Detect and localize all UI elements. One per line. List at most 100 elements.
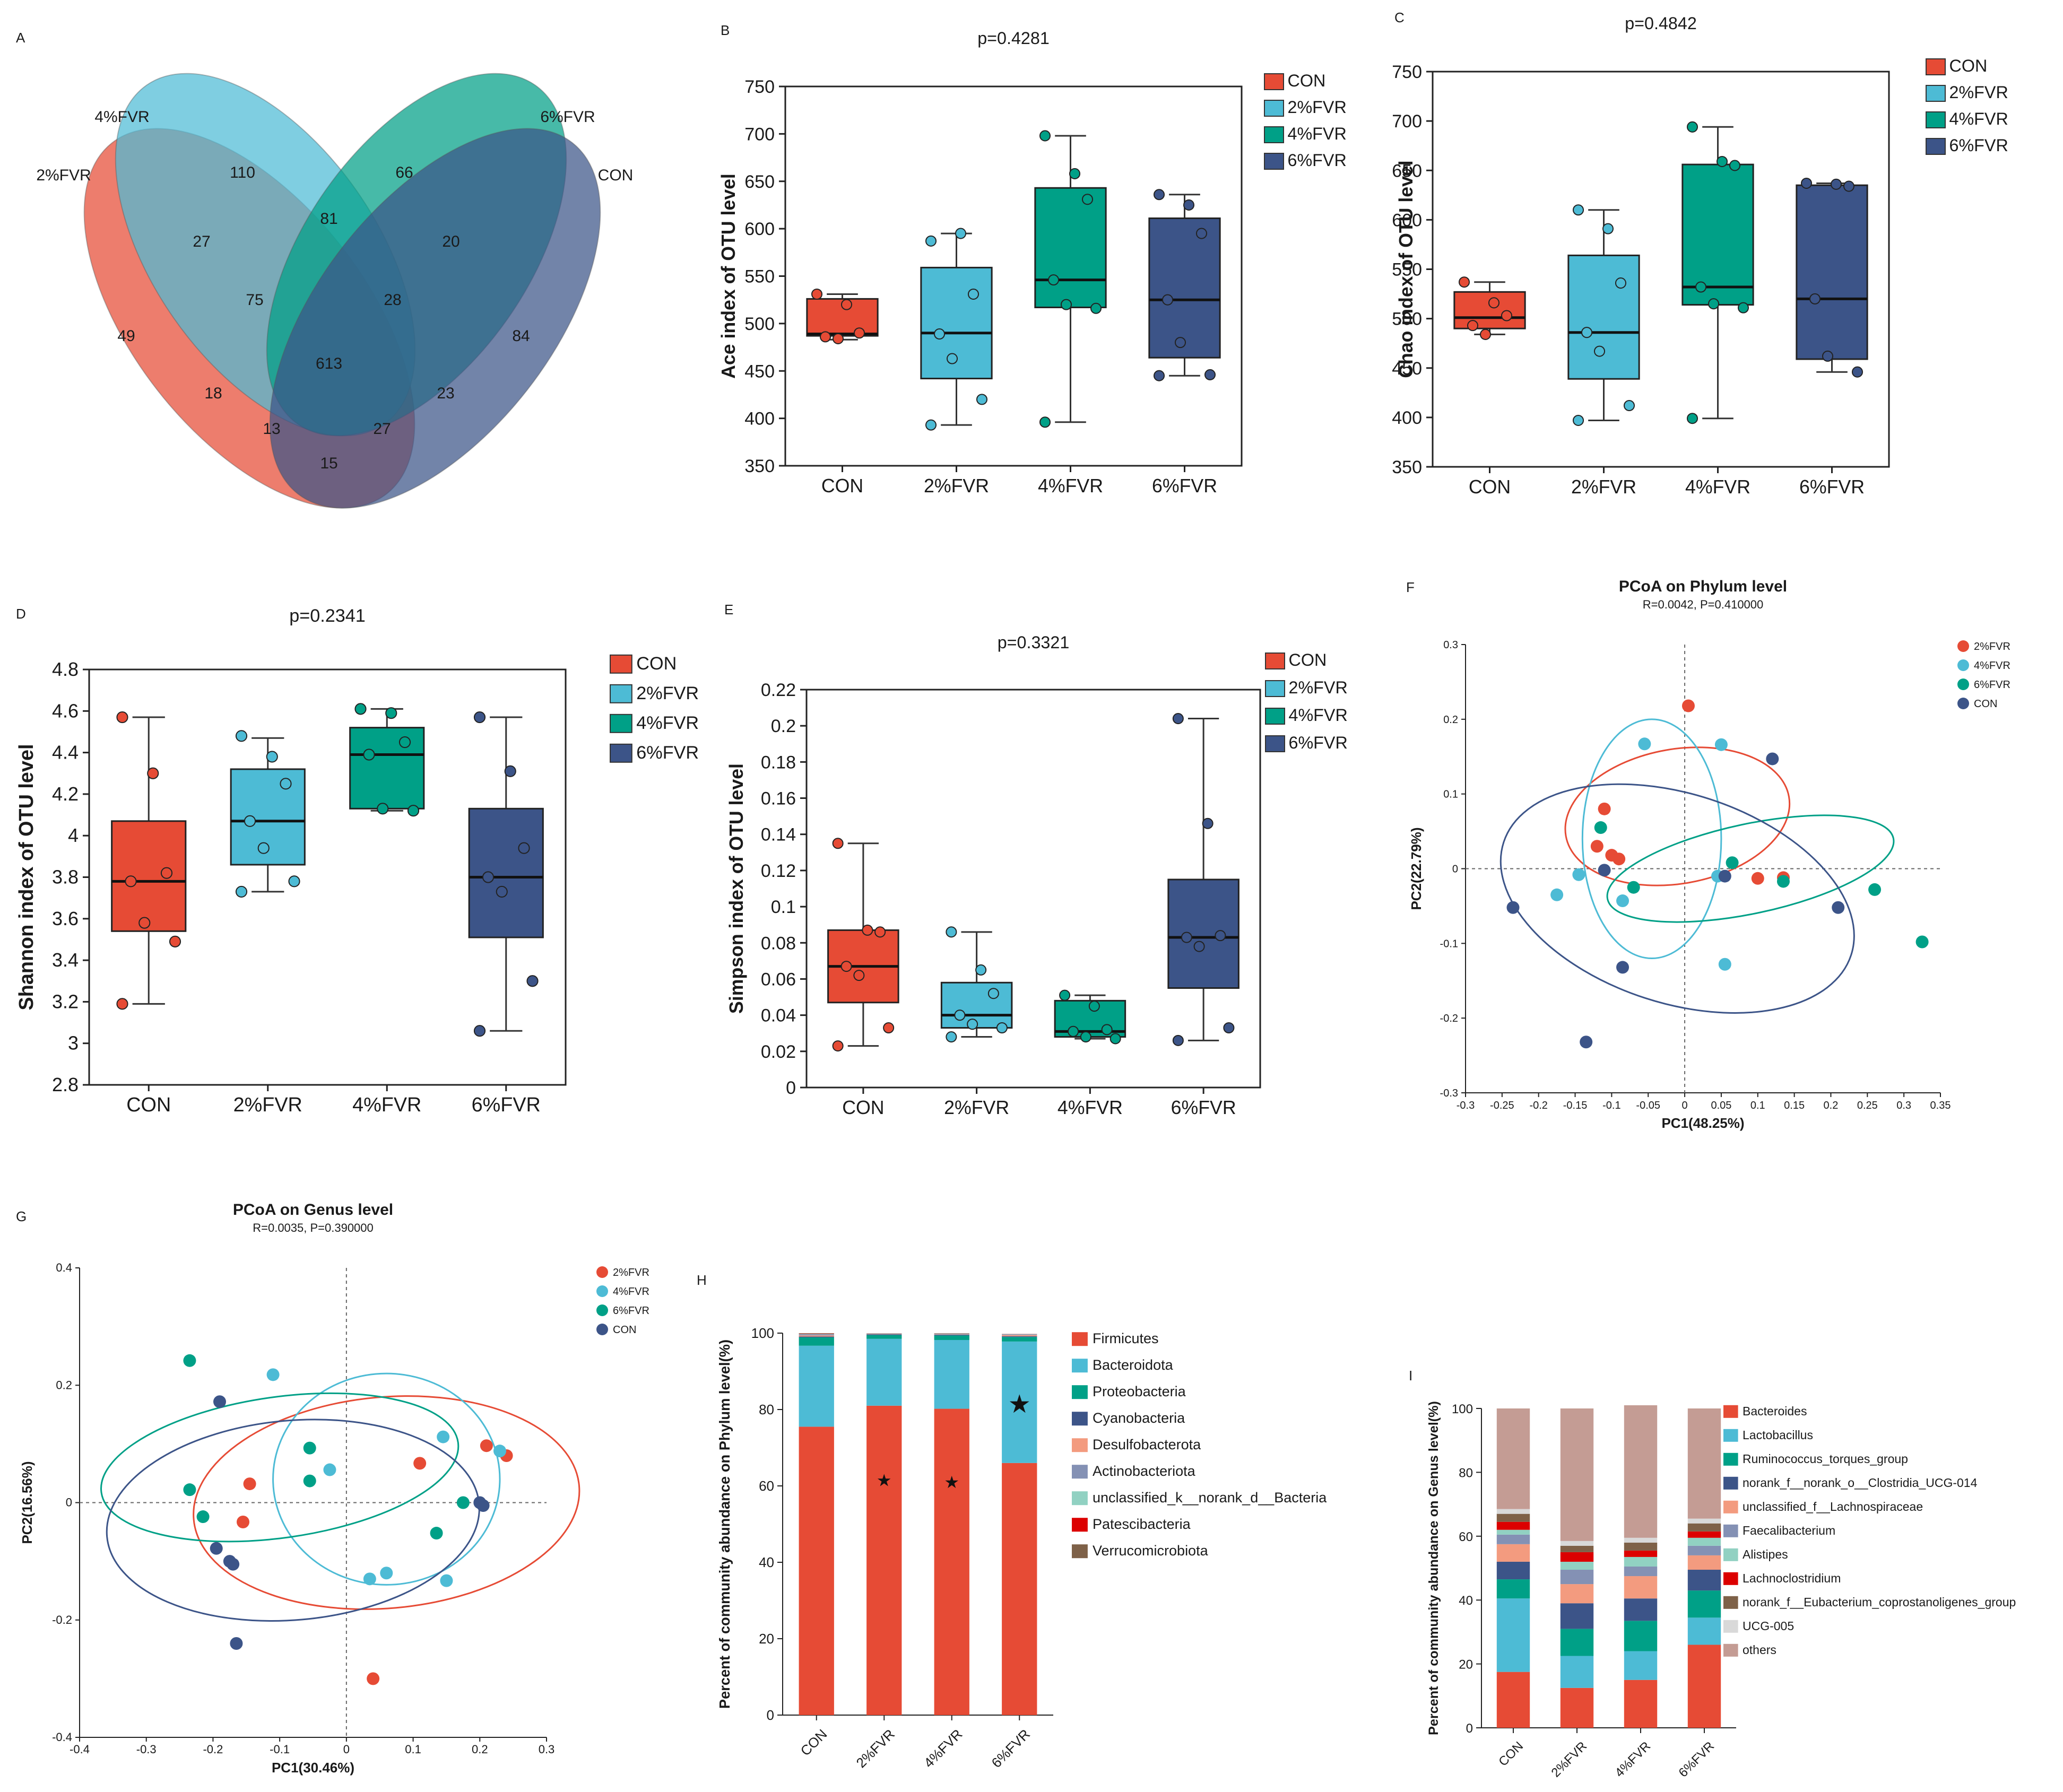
chart-title: p=0.3321: [998, 633, 1070, 652]
legend-label: Alistipes: [1743, 1547, 1788, 1561]
data-point: [1613, 852, 1626, 866]
data-point: [440, 1574, 453, 1587]
y-tick-label: 0.12: [761, 861, 796, 881]
data-point: [1686, 121, 1698, 133]
pcoa-g: -0.4 -0.3 -0.2 -0.1 0 0.1 0.2 0.3 -0.4 -0.2 0 0.2 0.…: [19, 1201, 649, 1776]
significance-star: ★: [944, 1473, 959, 1492]
panel-letter-f: F: [1406, 579, 1415, 595]
y-tick-label: 0.2: [1443, 714, 1458, 726]
y-tick-label: 100: [751, 1325, 774, 1341]
x-tick-label: 6%FVR: [1152, 475, 1217, 497]
legend-marker: [1957, 659, 1969, 671]
data-point: [266, 1368, 280, 1381]
legend-label: Bacteroides: [1743, 1404, 1807, 1418]
box: [1167, 878, 1239, 989]
data-point: [1593, 345, 1606, 357]
y-tick-label: 4.2: [52, 783, 79, 805]
data-point: [954, 1010, 966, 1021]
panel-letter-g: G: [16, 1208, 27, 1224]
legend-label: Ruminococcus_torques_group: [1743, 1452, 1908, 1466]
chart-title: p=0.2341: [289, 606, 366, 626]
bar-segment: [1496, 1672, 1530, 1728]
data-point: [1080, 1031, 1091, 1043]
legend-label: 6%FVR: [1974, 679, 2010, 691]
bar-segment: [799, 1333, 834, 1334]
bar-segment: [1560, 1629, 1594, 1656]
legend-swatch: [1723, 1524, 1738, 1537]
legend-swatch: [1072, 1332, 1088, 1346]
data-point: [1488, 297, 1500, 309]
y-tick-label: 0: [767, 1707, 774, 1723]
x-tick-label: 0.25: [1857, 1100, 1878, 1111]
data-point: [430, 1527, 443, 1540]
legend-label: CON: [1288, 71, 1326, 90]
data-point: [437, 1430, 450, 1443]
data-point: [1714, 738, 1728, 751]
data-point: [1737, 302, 1749, 314]
x-tick-label: 2%FVR: [1549, 1739, 1590, 1780]
legend-swatch: [1264, 153, 1284, 170]
bar-segment: [1496, 1513, 1530, 1522]
legend-label: CON: [613, 1324, 636, 1336]
legend-label: CON: [1949, 56, 1988, 75]
data-point: [1800, 177, 1813, 189]
boxplot-e: 0 0.02 0.04 0.06 0.08 0.1 0.12 0.14 0.16 0.18 0.2 0…: [726, 633, 1348, 1118]
y-tick-label: 700: [744, 124, 775, 144]
legend-label: 4%FVR: [1289, 706, 1348, 725]
legend-label: others: [1743, 1643, 1776, 1657]
panel-letter-i: I: [1409, 1368, 1412, 1384]
bar-segment: [1687, 1545, 1721, 1555]
data-point: [1843, 180, 1855, 192]
data-point: [1039, 416, 1051, 428]
bar-segment: [1002, 1335, 1037, 1336]
legend-label: unclassified_k__norank_d__Bacteria: [1093, 1490, 1327, 1506]
bar-segment: [799, 1335, 834, 1337]
data-point: [1501, 310, 1513, 321]
bar-segment: [934, 1339, 969, 1409]
bar-segment: [1687, 1617, 1721, 1645]
y-tick-label: 0.06: [761, 969, 796, 989]
bar-segment: [1624, 1550, 1658, 1557]
boxplot-d: 2.8 3 3.2 3.4 3.6 3.8 4 4.2 4.4 4.6 4.8 CON 2%FVR 4%F…: [15, 606, 699, 1116]
data-point: [235, 730, 248, 742]
data-point: [367, 1672, 380, 1685]
data-point: [138, 917, 151, 929]
data-point: [1580, 1036, 1593, 1049]
data-point: [377, 803, 389, 815]
data-point: [1822, 350, 1834, 362]
y-axis-label: Chao index of OTU level: [1395, 160, 1417, 378]
chart-title: PCoA on Phylum level: [1619, 578, 1787, 595]
y-tick-label: 0.4: [56, 1261, 72, 1274]
data-point: [160, 867, 173, 879]
legend-marker: [1957, 698, 1969, 709]
bar-segment: [1002, 1336, 1037, 1337]
data-point: [196, 1510, 210, 1524]
data-point: [147, 767, 159, 779]
data-point: [476, 1499, 490, 1512]
data-point: [493, 1445, 506, 1458]
y-axis-label: PC2(16.56%): [19, 1461, 35, 1544]
legend-swatch: [1265, 680, 1285, 697]
legend-swatch: [610, 743, 632, 763]
data-point: [832, 838, 844, 849]
data-point: [853, 327, 865, 339]
bar-segment: [1624, 1576, 1658, 1599]
confidence-ellipse: [1606, 814, 1895, 923]
data-point: [811, 288, 823, 300]
data-point: [946, 926, 957, 938]
confidence-ellipse: [272, 1372, 501, 1586]
data-point: [946, 1031, 957, 1043]
venn-count: 110: [230, 164, 255, 181]
legend-label: 6%FVR: [613, 1305, 649, 1317]
data-point: [183, 1354, 196, 1367]
data-point: [1616, 961, 1629, 974]
data-point: [1069, 168, 1081, 179]
data-point: [473, 1025, 486, 1037]
x-tick-label: -0.05: [1636, 1100, 1660, 1111]
data-point: [925, 235, 937, 247]
legend-swatch: [1072, 1359, 1088, 1373]
bar-segment: [1002, 1337, 1037, 1342]
bar-segment: [1560, 1561, 1594, 1570]
data-point: [354, 703, 367, 715]
data-point: [1090, 302, 1102, 314]
